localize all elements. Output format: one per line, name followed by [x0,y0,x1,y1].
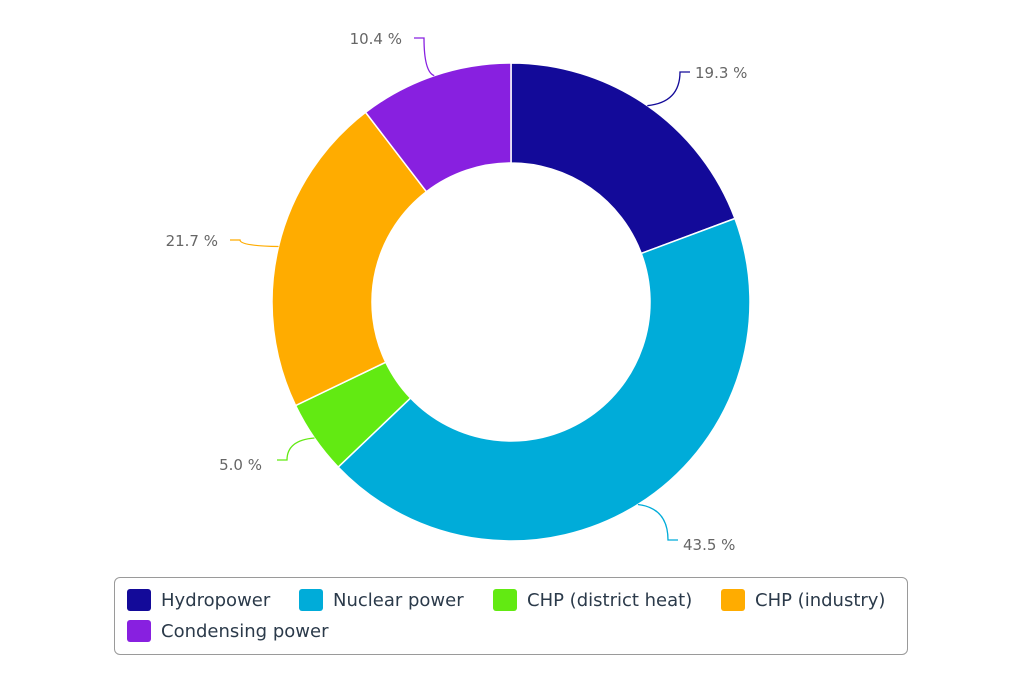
legend-label-nuclear-power: Nuclear power [333,589,464,611]
slice-chp-industry[interactable] [271,111,428,407]
legend: Hydropower Nuclear power CHP (district h… [114,577,908,655]
data-label-condensing-power: 10.4 % [350,30,402,48]
slice-nuclear-power[interactable] [337,217,751,542]
legend-swatch-nuclear-power [299,589,323,611]
legend-swatch-chp-district-heat [493,589,517,611]
legend-item-chp-industry[interactable]: CHP (industry) [721,588,885,612]
legend-swatch-condensing-power [127,620,151,642]
legend-item-nuclear-power[interactable]: Nuclear power [299,588,464,612]
legend-swatch-hydropower [127,589,151,611]
data-label-nuclear-power: 43.5 % [683,536,735,554]
data-label-chp-industry: 21.7 % [166,232,218,250]
legend-item-chp-district-heat[interactable]: CHP (district heat) [493,588,692,612]
slice-hydropower[interactable] [510,62,736,255]
data-label-chp-district-heat: 5.0 % [219,456,262,474]
legend-label-chp-industry: CHP (industry) [755,589,886,611]
connector-condensing-power [414,37,435,77]
connector-hydropower [647,71,690,107]
data-label-hydropower: 19.3 % [695,64,747,82]
legend-label-chp-district-heat: CHP (district heat) [527,589,693,611]
legend-label-condensing-power: Condensing power [161,620,329,642]
connector-chp-district-heat [277,437,315,461]
legend-item-hydropower[interactable]: Hydropower [127,588,270,612]
legend-swatch-chp-industry [721,589,745,611]
connector-chp-industry [230,239,279,248]
connector-nuclear-power [637,503,678,541]
slice-condensing-power[interactable] [364,62,512,193]
legend-label-hydropower: Hydropower [161,589,271,611]
legend-item-condensing-power[interactable]: Condensing power [127,619,328,643]
